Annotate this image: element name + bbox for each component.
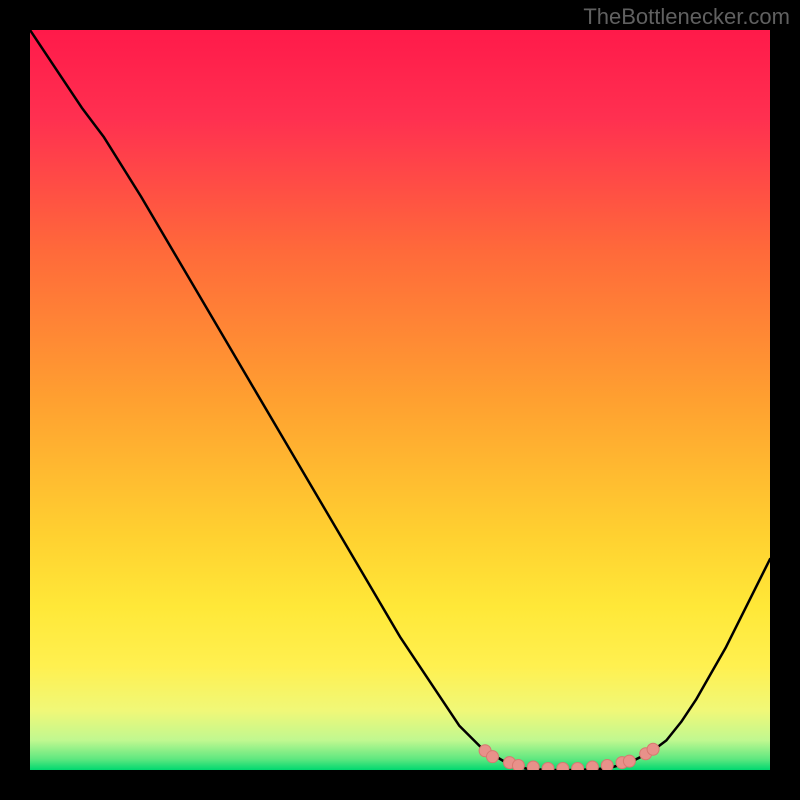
watermark-text: TheBottlenecker.com bbox=[583, 4, 790, 30]
curve-markers bbox=[479, 743, 659, 770]
bottleneck-curve bbox=[30, 30, 770, 770]
marker-dot bbox=[647, 743, 659, 755]
marker-dot bbox=[586, 761, 598, 770]
marker-dot bbox=[572, 763, 584, 770]
marker-dot bbox=[512, 760, 524, 770]
marker-dot bbox=[542, 763, 554, 770]
marker-dot bbox=[527, 761, 539, 770]
marker-dot bbox=[557, 763, 569, 770]
marker-dot bbox=[623, 755, 635, 767]
marker-dot bbox=[487, 751, 499, 763]
marker-dot bbox=[601, 760, 613, 770]
plot-area bbox=[30, 30, 770, 770]
curve-layer bbox=[30, 30, 770, 770]
